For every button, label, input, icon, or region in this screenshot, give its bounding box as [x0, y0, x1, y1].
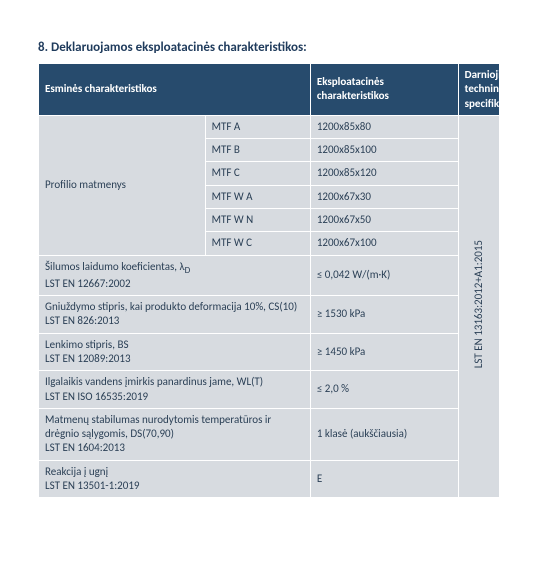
- profile-variant-value: 1200x85x80: [310, 115, 458, 138]
- profile-variant-label: MTF W A: [205, 185, 310, 208]
- characteristic-label: Reakcija į ugnįLST EN 13501-1:2019: [39, 460, 311, 498]
- characteristics-table: Esminės charakteristikos Eksploatacinės …: [38, 63, 500, 498]
- characteristic-value: ≤ 0,042 W/(m·K): [310, 255, 458, 295]
- profile-variant-label: MTF A: [205, 115, 310, 138]
- characteristic-value: ≤ 2,0 %: [310, 371, 458, 409]
- harmonised-spec-text: LST EN 13163:2012+A1:2015: [472, 240, 486, 368]
- profile-variant-value: 1200x67x100: [310, 232, 458, 255]
- profile-variant-label: MTF B: [205, 139, 310, 162]
- header-essential: Esminės charakteristikos: [39, 64, 311, 116]
- profile-variant-label: MTF W N: [205, 209, 310, 232]
- profile-variant-value: 1200x67x30: [310, 185, 458, 208]
- characteristic-label: Šilumos laidumo koeficientas, λDLST EN 1…: [39, 255, 311, 295]
- characteristic-value: 1 klasė (aukščiausia): [310, 408, 458, 460]
- profile-variant-label: MTF C: [205, 162, 310, 185]
- profile-variant-value: 1200x67x50: [310, 209, 458, 232]
- profile-variant-value: 1200x85x100: [310, 139, 458, 162]
- characteristic-label: Ilgalaikis vandens įmirkis panardinus ja…: [39, 371, 311, 409]
- characteristic-value: ≥ 1530 kPa: [310, 296, 458, 334]
- characteristic-label: Matmenų stabilumas nurodytomis temperatū…: [39, 408, 311, 460]
- header-performance: Eksploatacinės charakteristikos: [310, 64, 458, 116]
- characteristic-label: Gniuždymo stipris, kai produkto deformac…: [39, 296, 311, 334]
- profile-variant-label: MTF W C: [205, 232, 310, 255]
- header-spec: Darnioji techninė specifikacija: [458, 64, 499, 116]
- profile-variant-value: 1200x85x120: [310, 162, 458, 185]
- profile-dimensions-label: Profilio matmenys: [39, 115, 206, 255]
- section-title: 8. Deklaruojamos eksploatacinės charakte…: [38, 40, 500, 55]
- harmonised-spec-cell: LST EN 13163:2012+A1:2015: [458, 115, 499, 497]
- characteristic-value: ≥ 1450 kPa: [310, 333, 458, 371]
- characteristic-value: E: [310, 460, 458, 498]
- characteristic-label: Lenkimo stipris, BSLST EN 12089:2013: [39, 333, 311, 371]
